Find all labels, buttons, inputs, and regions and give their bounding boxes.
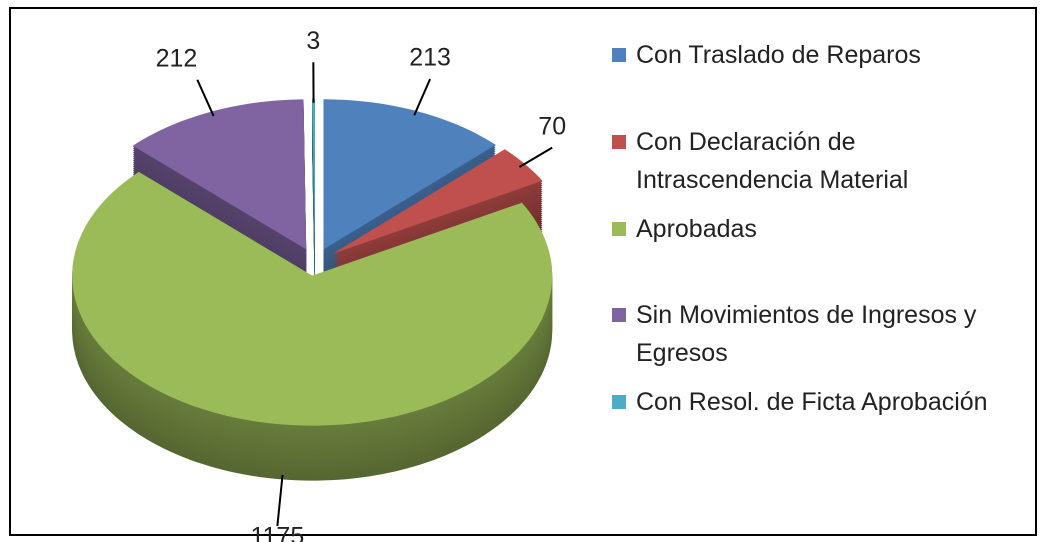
legend-item: Sin Movimientos de Ingresos y Egresos bbox=[612, 296, 1022, 372]
data-label: 3 bbox=[306, 27, 320, 55]
legend-label: Con Resol. de Ficta Aprobación bbox=[636, 388, 988, 416]
frame bbox=[9, 7, 1037, 536]
data-label: 213 bbox=[409, 44, 451, 72]
legend-swatch bbox=[612, 222, 626, 236]
legend-label: Aprobadas bbox=[636, 215, 757, 243]
legend-swatch bbox=[612, 48, 626, 62]
legend-swatch bbox=[612, 135, 626, 149]
data-label: 1175 bbox=[250, 523, 304, 542]
legend-item: Con Declaración de Intrascendencia Mater… bbox=[612, 123, 1022, 199]
leader-line bbox=[413, 78, 432, 116]
slice bbox=[312, 98, 315, 249]
slice bbox=[72, 171, 553, 426]
slice bbox=[323, 99, 496, 250]
data-label: 212 bbox=[156, 44, 198, 72]
legend-label: Con Traslado de Reparos bbox=[636, 41, 921, 69]
legend-label: Con Declaración de Intrascendencia Mater… bbox=[636, 128, 909, 194]
legend-swatch bbox=[612, 308, 626, 322]
pie: 213 70 1175 212 3 bbox=[72, 27, 566, 542]
legend-item: Con Resol. de Ficta Aprobación bbox=[612, 383, 1022, 421]
legend-label: Sin Movimientos de Ingresos y Egresos bbox=[636, 301, 977, 367]
leader-line bbox=[276, 474, 284, 527]
legend-item: Aprobadas bbox=[612, 210, 1022, 248]
slice bbox=[332, 149, 543, 254]
slice bbox=[132, 99, 307, 250]
legend-swatch bbox=[612, 395, 626, 409]
leader-line bbox=[196, 79, 215, 117]
legend-item: Con Traslado de Reparos bbox=[612, 36, 1022, 74]
data-label: 70 bbox=[538, 112, 566, 140]
leader-line bbox=[518, 146, 553, 168]
